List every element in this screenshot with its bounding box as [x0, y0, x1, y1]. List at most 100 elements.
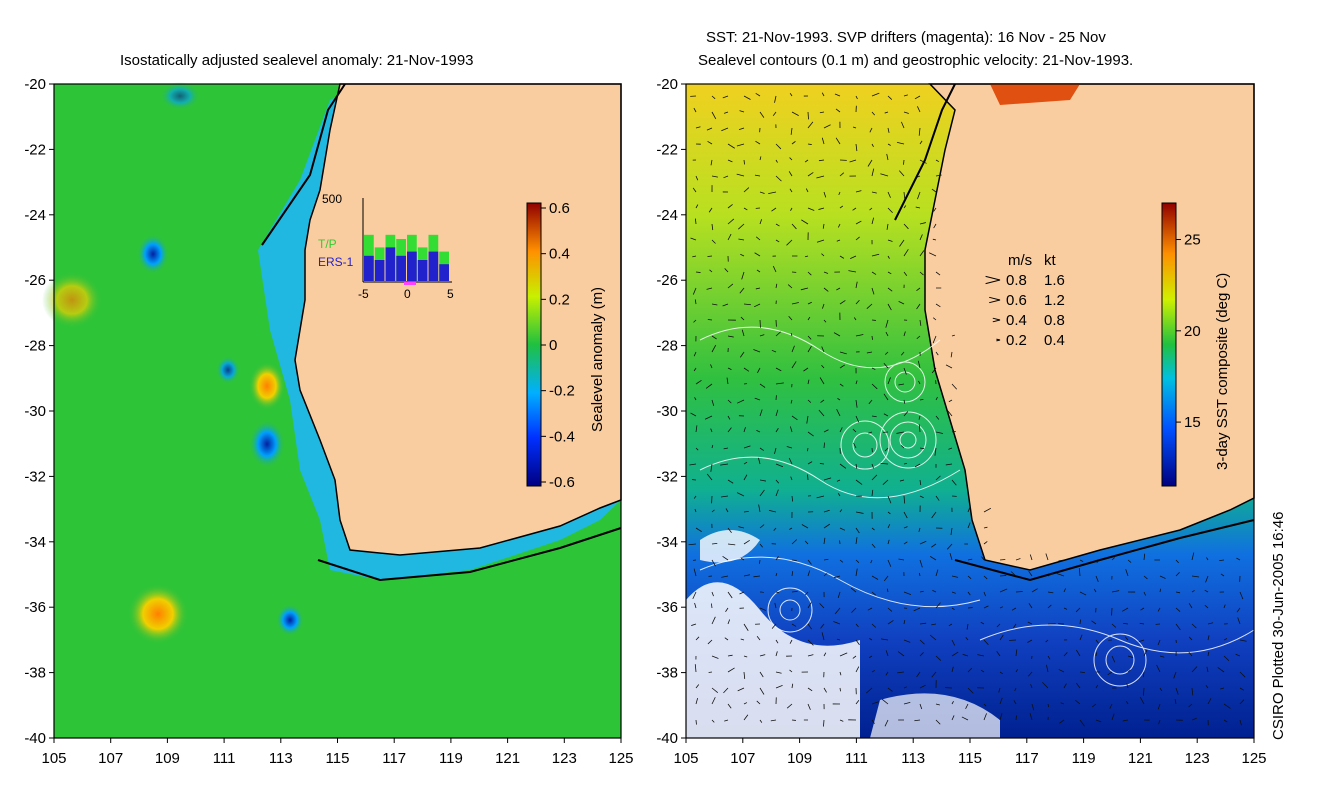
velocity-vector [754, 252, 761, 257]
velocity-vector [935, 475, 941, 481]
velocity-vector [855, 700, 860, 705]
velocity-vector [807, 570, 811, 577]
velocity-vector [1139, 696, 1145, 705]
velocity-vector [981, 556, 985, 561]
velocity-vector [756, 700, 761, 705]
velocity-vector [903, 191, 906, 199]
velocity-vector [709, 269, 713, 273]
velocity-vector [823, 652, 827, 657]
velocity-vector [1031, 588, 1038, 593]
velocity-vector [983, 575, 988, 580]
velocity-vectors [688, 92, 1247, 727]
velocity-vector [693, 319, 697, 323]
velocity-vector [723, 687, 729, 694]
velocity-vector [1239, 591, 1244, 600]
velocity-vector [931, 543, 937, 548]
velocity-vector [1079, 634, 1083, 641]
velocity-vector [711, 223, 714, 231]
velocity-vector [711, 655, 719, 659]
velocity-vector [932, 589, 937, 593]
velocity-vector [1063, 607, 1068, 610]
velocity-vector [743, 702, 748, 705]
velocity-vector [711, 687, 719, 693]
velocity-vector [931, 511, 937, 519]
velocity-vector [916, 287, 921, 291]
velocity-vector [1157, 607, 1161, 612]
velocity-vector [816, 495, 825, 499]
velocity-vector [807, 623, 812, 630]
x-tick-label: 105 [673, 750, 698, 767]
velocity-vector [739, 351, 745, 358]
velocity-vector [807, 687, 813, 692]
velocity-legend-kt: 0.4 [1044, 332, 1065, 349]
velocity-vector [914, 463, 921, 468]
velocity-vector [932, 317, 937, 321]
velocity-vector [880, 462, 889, 465]
velocity-vector [1079, 591, 1087, 596]
velocity-legend-ms: 0.6 [1006, 292, 1027, 309]
velocity-vector [693, 495, 697, 499]
velocity-vector [839, 671, 842, 676]
velocity-vector [819, 603, 825, 609]
velocity-vector [692, 255, 697, 258]
velocity-vector [1158, 719, 1161, 725]
x-tick-label: 121 [1128, 750, 1153, 767]
velocity-vector [996, 651, 1001, 657]
velocity-vector [855, 511, 864, 514]
inset-bar-ers [428, 251, 439, 281]
velocity-vector [759, 654, 766, 657]
velocity-vector [1127, 655, 1134, 658]
velocity-vector [853, 317, 857, 321]
velocity-vector [881, 698, 889, 705]
velocity-vector [951, 700, 954, 705]
velocity-vector [710, 463, 713, 472]
velocity-legend-arrow [996, 338, 1001, 342]
velocity-vector [1075, 607, 1081, 613]
velocity-vector [1058, 559, 1065, 562]
velocity-vector [1079, 719, 1085, 727]
left-map: -20 -22 -24 -26 -28 -30 -32 -34 -36 -38 -40 105 107… [24, 76, 633, 767]
velocity-vector [999, 559, 1006, 561]
velocity-vector [999, 671, 1004, 675]
velocity-vector [903, 541, 908, 545]
velocity-vector [1095, 639, 1099, 644]
velocity-vector [775, 572, 778, 577]
velocity-vector [871, 527, 875, 531]
velocity-vector [855, 568, 858, 577]
velocity-vector [866, 687, 873, 694]
velocity-vector [711, 444, 714, 449]
velocity-vector [855, 527, 860, 534]
velocity-vector [1220, 687, 1225, 690]
x-tick-label: 125 [1241, 750, 1266, 767]
velocity-vector [1159, 655, 1165, 658]
velocity-vector [948, 623, 953, 627]
velocity-vector [791, 141, 796, 145]
velocity-vector [839, 719, 844, 722]
velocity-vector [743, 671, 746, 679]
velocity-vector [1045, 639, 1049, 643]
velocity-vector [692, 591, 697, 600]
velocity-vector [1239, 671, 1246, 678]
velocity-vector [1079, 559, 1084, 562]
velocity-vector [710, 159, 713, 166]
velocity-vector [931, 671, 937, 678]
velocity-vector [834, 93, 841, 97]
velocity-vector [823, 271, 829, 274]
velocity-vector [1093, 588, 1097, 593]
velocity-vector [753, 575, 761, 578]
velocity-vector [775, 489, 779, 497]
velocity-vector [1027, 639, 1033, 643]
x-tick-label: 123 [552, 750, 577, 767]
inset-histogram: 500 T/P ERS-1 -5 0 5 [318, 192, 454, 301]
x-tick-label: 121 [495, 750, 520, 767]
velocity-vector [692, 187, 697, 193]
y-tick-label: -30 [656, 403, 678, 420]
velocity-vector [880, 638, 889, 641]
isobath-line [954, 519, 1255, 582]
velocity-vector [754, 174, 761, 177]
velocity-vector [695, 204, 699, 209]
velocity-vector [919, 590, 924, 593]
velocity-vector [775, 283, 778, 289]
velocity-vector [867, 159, 873, 167]
velocity-vector [722, 95, 729, 99]
